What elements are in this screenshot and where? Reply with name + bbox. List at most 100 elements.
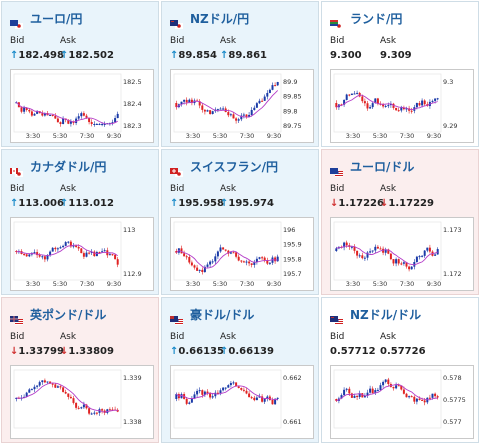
candle-body [33,113,36,116]
price-chart[interactable]: 1.339 1.338 [10,365,154,439]
card-title[interactable]: ユーロ/ドル [330,158,415,177]
candle-body [242,114,245,116]
candle-body [353,246,356,251]
arrow-up-icon: ↑ [220,346,229,357]
candle-body [263,96,266,101]
rate-card[interactable]: スイスフラン/円 Bid Ask ↑195.958 ↑195.974 196 195.9 19… [161,149,319,295]
candle-body [353,395,356,398]
card-title[interactable]: 豪ドル/ドル [170,306,255,325]
price-chart[interactable]: 9.3 9.29 3:30 5:30 7:30 9:30 [330,69,474,143]
rate-card[interactable]: ユーロ/円 Bid Ask ↑182.498 ↑182.502 182.5 182.4 182… [1,1,159,147]
candle-body [49,381,52,384]
candle-body [382,103,385,107]
arrow-up-icon: ↑ [60,198,69,209]
card-title[interactable]: ランド/円 [330,10,403,29]
candle-body [111,122,114,124]
y-tick-label: 195.8 [283,255,302,263]
bid-label: Bid [330,36,345,46]
candle-body [54,384,57,388]
candle-body [369,388,372,393]
rate-card[interactable]: 英ポンド/ドル Bid Ask ↓1.33799 ↓1.33809 1.339 1.338 [1,297,159,443]
price-chart[interactable]: 196 195.9 195.8 195.7 3:30 5:30 7:30 9:30 [170,217,314,291]
candle-body [116,259,119,265]
arrow-up-icon: ↑ [220,198,229,209]
candle-body [397,110,400,112]
currency-pair-label[interactable]: ユーロ/円 [30,11,83,26]
rate-card[interactable]: カナダドル/円 Bid Ask ↑113.006 ↑113.012 113 112.9 3:3… [1,149,159,295]
candle-body [350,246,353,248]
candle-body [335,399,338,401]
x-tick-label: 7:30 [240,280,255,288]
candle-body [85,404,88,409]
price-chart[interactable]: 1.173 1.172 3:30 5:30 7:30 9:30 [330,217,474,291]
x-tick-label: 5:30 [53,132,68,140]
candle-body [366,103,369,109]
candle-body [353,93,356,95]
rate-card[interactable]: ランド/円 Bid Ask 9.300 9.309 9.3 9.29 3:30 5:30 7:30… [321,1,479,147]
candle-body [250,263,253,265]
rate-card[interactable]: ユーロ/ドル Bid Ask ↓1.17226 ↓1.17229 1.173 1.172 3:… [321,149,479,295]
candle-body [64,242,67,246]
candle-body [436,396,439,398]
ask-value-text: 9.309 [380,50,412,61]
card-title[interactable]: 英ポンド/ドル [10,306,107,325]
candle-body [402,262,405,264]
candle-body [335,248,338,251]
currency-pair-label[interactable]: NZドル/円 [190,11,250,26]
price-chart[interactable]: 182.5 182.4 182.3 3:30 5:30 7:30 9:30 [10,69,154,143]
ask-value-text: 89.861 [228,50,267,61]
price-chart[interactable]: 113 112.9 3:30 5:30 7:30 9:30 [10,217,154,291]
candle-body [216,392,219,394]
candle-body [410,396,413,398]
price-chart[interactable]: 0.662 0.661 [170,365,314,439]
ask-value-text: 0.66139 [228,346,274,357]
card-title[interactable]: ユーロ/円 [10,10,83,29]
y-tick-label: 89.8 [283,107,297,115]
card-title[interactable]: NZドル/ドル [330,306,422,325]
candle-body [413,396,416,402]
moving-average-line [176,90,279,118]
candle-body [36,111,39,114]
y-tick-label: 1.172 [443,270,462,278]
bid-value-text: 89.854 [178,50,217,61]
candle-body [343,242,346,248]
candle-body [274,398,277,405]
card-title[interactable]: スイスフラン/円 [170,158,279,177]
candle-body [250,109,253,115]
x-tick-label: 5:30 [213,280,228,288]
candle-body [274,85,277,87]
candle-body [369,251,372,253]
price-chart[interactable]: 0.578 0.5775 0.577 [330,365,474,439]
currency-pair-label[interactable]: スイスフラン/円 [190,159,279,174]
candle-body [245,390,248,394]
candle-body [46,381,49,383]
candle-body [358,393,361,398]
rate-card[interactable]: NZドル/ドル Bid Ask 0.57712 0.57726 0.578 0.5775 0.… [321,297,479,443]
candlestick-chart: 1.339 1.338 [13,369,142,429]
currency-pair-label[interactable]: 英ポンド/ドル [30,307,107,322]
candle-body [271,85,274,90]
candle-body [389,103,392,106]
currency-pair-label[interactable]: NZドル/ドル [350,307,422,322]
rate-card[interactable]: NZドル/円 Bid Ask ↑89.854 ↑89.861 89.9 89.85 89.8 8… [161,1,319,147]
candle-body [366,392,369,396]
currency-pair-label[interactable]: ユーロ/ドル [350,159,415,174]
card-title[interactable]: NZドル/円 [170,10,250,29]
candle-body [43,380,46,383]
candle-body [232,252,235,254]
ask-value-text: 1.33809 [68,346,114,357]
rate-card[interactable]: 豪ドル/ドル Bid Ask ↑0.66135 ↑0.66139 0.662 0.661 [161,297,319,443]
candle-body [410,266,413,270]
card-title[interactable]: カナダドル/円 [10,158,107,177]
candle-body [23,107,26,112]
currency-pair-label[interactable]: カナダドル/円 [30,159,107,174]
price-chart[interactable]: 89.9 89.85 89.8 89.75 3:30 5:30 7:30 9:30 [170,69,314,143]
ask-label: Ask [220,184,237,194]
flag-icon [170,310,183,325]
candle-body [235,382,238,387]
currency-pair-label[interactable]: ランド/円 [350,11,403,26]
currency-pair-label[interactable]: 豪ドル/ドル [190,307,255,322]
candle-body [36,385,39,387]
y-tick-label: 0.661 [283,418,302,426]
candle-body [36,252,39,256]
